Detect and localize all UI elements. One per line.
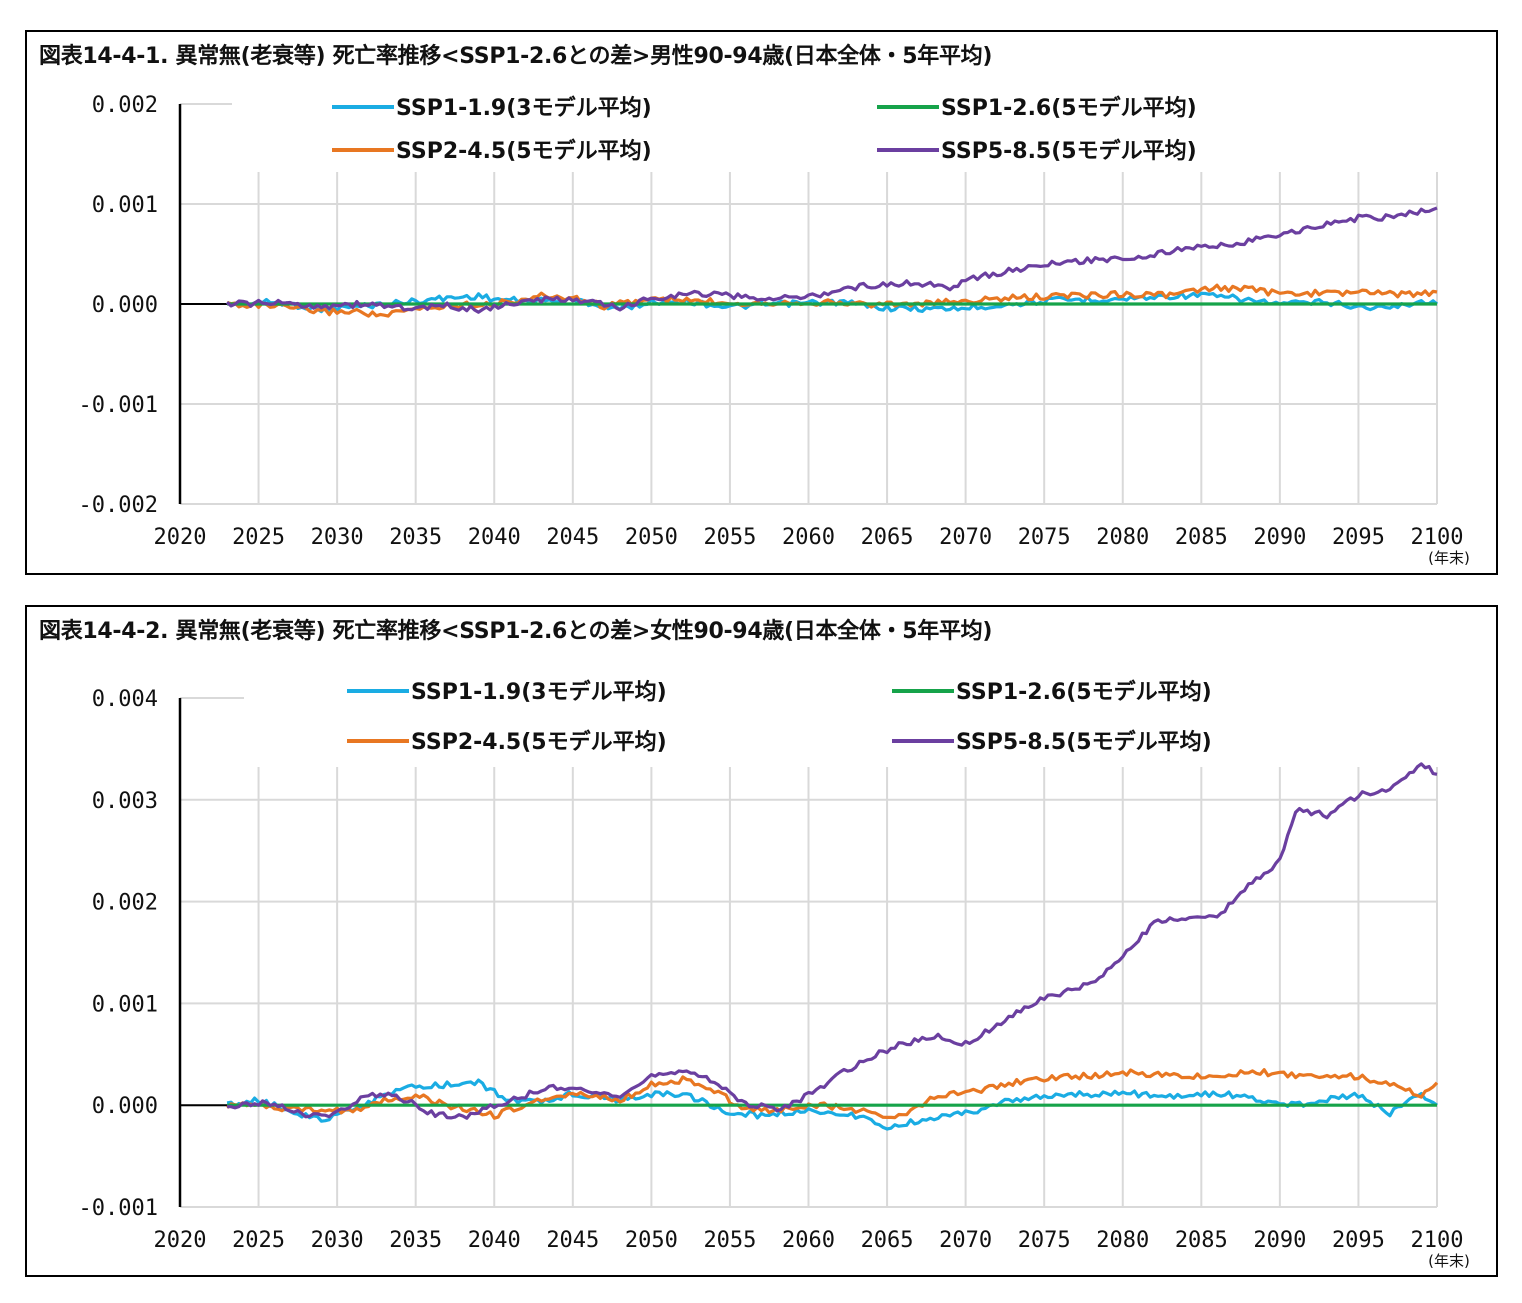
y-tick-label: 0.001 [92, 992, 158, 1017]
x-tick-label: 2060 [782, 525, 835, 550]
x-tick-label: 2030 [311, 1228, 364, 1253]
y-tick-label: 0.004 [92, 687, 158, 712]
x-tick-label: 2030 [311, 525, 364, 550]
series-line [226, 206, 1438, 314]
x-tick-label: 2075 [1018, 525, 1071, 550]
x-tick-label: 2085 [1175, 525, 1228, 550]
x-tick-label: 2090 [1253, 525, 1306, 550]
line-chart-female: 0.004 0.003 0.002 0.001 0.000 -0.001 2020 2025 2… [79, 679, 1470, 1270]
y-tick-label: -0.001 [79, 393, 158, 418]
y-tick-label: -0.002 [79, 493, 158, 518]
x-tick-label: 2070 [939, 1228, 992, 1253]
x-tick-label: 2040 [468, 525, 521, 550]
x-tick-label: 2080 [1096, 525, 1149, 550]
y-tick-label: 0.002 [92, 891, 158, 916]
x-tick-label: 2100 [1411, 525, 1464, 550]
x-tick-label: 2080 [1096, 1228, 1149, 1253]
x-tick-label: 2060 [782, 1228, 835, 1253]
x-tick-label: 2065 [861, 525, 914, 550]
legend-label: SSP2-4.5(5モデル平均) [411, 729, 667, 755]
x-tick-label: 2035 [389, 1228, 442, 1253]
series-line [227, 762, 1438, 1120]
x-tick-label: 2025 [232, 525, 285, 550]
x-tick-label: 2040 [468, 1228, 521, 1253]
chart-title: 図表14-4-1. 異常無(老衰等) 死亡率推移<SSP1-2.6との差>男性9… [39, 44, 993, 69]
x-tick-label: 2025 [232, 1228, 285, 1253]
x-tick-label: 2035 [389, 525, 442, 550]
y-tick-label: 0.003 [92, 789, 158, 814]
x-tick-label: 2045 [546, 525, 599, 550]
legend-label: SSP5-8.5(5モデル平均) [956, 729, 1212, 755]
x-tick-label: 2050 [625, 1228, 678, 1253]
x-tick-label: 2090 [1253, 1228, 1306, 1253]
x-axis-unit: (年末) [1428, 549, 1470, 567]
chart-panel-female: 図表14-4-2. 異常無(老衰等) 死亡率推移<SSP1-2.6との差>女性9… [25, 605, 1498, 1277]
chart-title: 図表14-4-2. 異常無(老衰等) 死亡率推移<SSP1-2.6との差>女性9… [39, 619, 993, 644]
y-tick-label: 0.000 [92, 1094, 158, 1119]
legend-label: SSP1-2.6(5モデル平均) [956, 679, 1212, 705]
chart-panel-male: 図表14-4-1. 異常無(老衰等) 死亡率推移<SSP1-2.6との差>男性9… [25, 30, 1498, 575]
x-tick-label: 2045 [546, 1228, 599, 1253]
x-tick-label: 2085 [1175, 1228, 1228, 1253]
x-tick-label: 2095 [1332, 525, 1385, 550]
x-tick-label: 2070 [939, 525, 992, 550]
x-tick-label: 2100 [1411, 1228, 1464, 1253]
x-tick-label: 2055 [703, 1228, 756, 1253]
y-tick-label: 0.000 [92, 293, 158, 318]
x-tick-label: 2020 [154, 525, 207, 550]
legend-label: SSP1-1.9(3モデル平均) [396, 95, 652, 121]
x-tick-label: 2095 [1332, 1228, 1385, 1253]
x-tick-label: 2065 [861, 1228, 914, 1253]
legend-label: SSP1-2.6(5モデル平均) [941, 95, 1197, 121]
series-line [225, 1068, 1439, 1120]
legend-label: SSP5-8.5(5モデル平均) [941, 138, 1197, 164]
y-tick-label: 0.002 [92, 93, 158, 118]
legend-label: SSP2-4.5(5モデル平均) [396, 138, 652, 164]
x-tick-label: 2055 [703, 525, 756, 550]
y-tick-label: -0.001 [79, 1196, 158, 1221]
series-line [226, 1078, 1438, 1131]
x-axis-unit: (年末) [1428, 1252, 1470, 1270]
y-tick-label: 0.001 [92, 193, 158, 218]
line-chart-male: 0.002 0.001 0.000 -0.001 -0.002 2020 2025 2030 2… [79, 93, 1470, 567]
x-tick-label: 2020 [154, 1228, 207, 1253]
x-tick-label: 2075 [1018, 1228, 1071, 1253]
legend-label: SSP1-1.9(3モデル平均) [411, 679, 667, 705]
x-tick-label: 2050 [625, 525, 678, 550]
